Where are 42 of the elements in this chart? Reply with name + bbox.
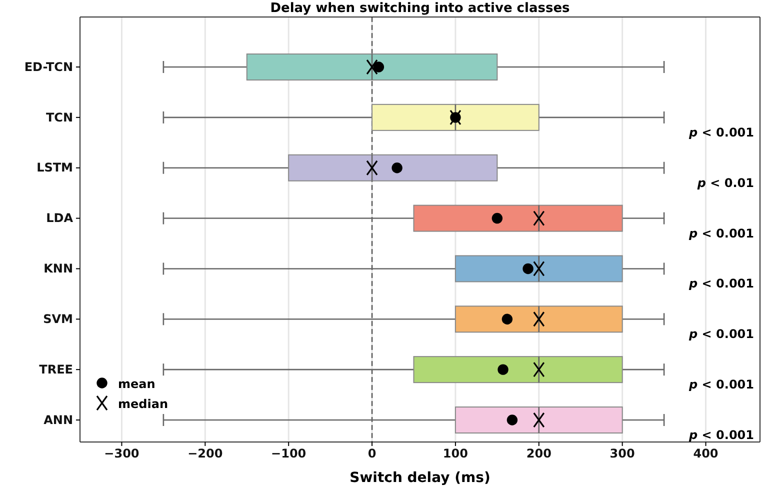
point xyxy=(533,311,545,327)
y-tick-label: LDA xyxy=(46,211,74,226)
x-tick-label: 200 xyxy=(526,446,552,461)
point xyxy=(498,364,508,375)
point xyxy=(502,314,513,324)
y-tick-label: TCN xyxy=(46,110,73,124)
point xyxy=(533,412,545,428)
point xyxy=(533,362,545,378)
legend-label: median xyxy=(118,397,168,411)
y-tick-label: LSTM xyxy=(36,160,73,175)
x-tick-label: 0 xyxy=(368,446,376,461)
y-tick-label: SVM xyxy=(43,312,73,326)
x-tick-label: −300 xyxy=(104,446,140,461)
x-tick-label: −100 xyxy=(271,446,306,461)
point xyxy=(533,210,545,226)
annotation: p < 0.001 xyxy=(688,428,754,442)
y-tick-label: TREE xyxy=(39,362,73,376)
y-tick-label: ED-TCN xyxy=(24,60,73,74)
point xyxy=(392,162,402,174)
point xyxy=(492,212,503,224)
x-axis-title: Switch delay (ms) xyxy=(350,470,490,486)
point xyxy=(366,160,378,176)
annotation: p < 0.001 xyxy=(688,327,754,342)
legend-label: mean xyxy=(118,377,156,391)
annotation: p < 0.001 xyxy=(688,226,754,240)
point xyxy=(366,59,378,75)
point xyxy=(522,263,534,274)
point xyxy=(533,260,545,277)
x-tick-label: 100 xyxy=(442,446,468,461)
chart-title: Delay when switching into active classes xyxy=(270,1,570,16)
annotation: p < 0.01 xyxy=(696,176,754,190)
annotation: p < 0.001 xyxy=(688,276,754,291)
annotation: p < 0.001 xyxy=(688,125,754,140)
x-tick-label: 300 xyxy=(610,446,635,461)
point xyxy=(506,414,518,426)
point xyxy=(450,110,462,126)
point xyxy=(373,62,384,72)
y-tick-label: ANN xyxy=(44,412,73,427)
annotation: p < 0.001 xyxy=(688,378,754,392)
y-tick-label: KNN xyxy=(44,262,73,276)
x-tick-label: 400 xyxy=(693,446,718,461)
x-tick-label: −200 xyxy=(188,446,223,461)
